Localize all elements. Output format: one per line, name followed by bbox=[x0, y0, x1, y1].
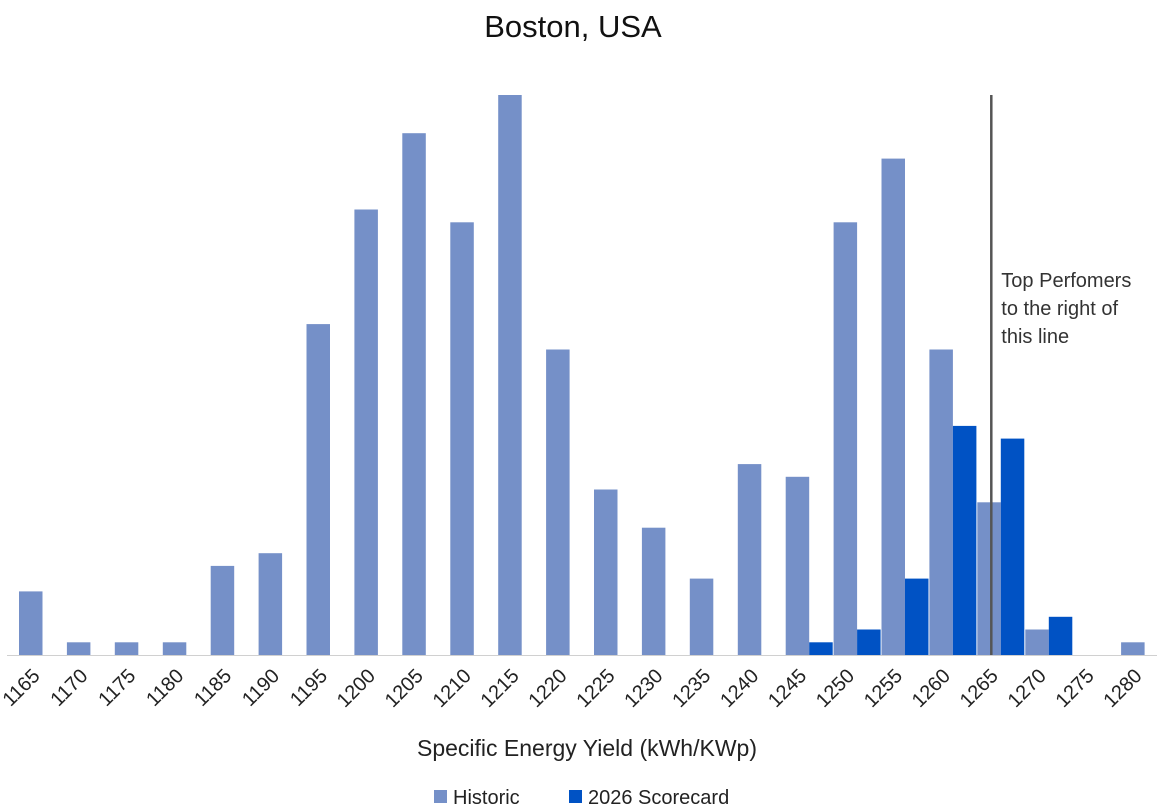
bar-scorecard-1245 bbox=[809, 642, 833, 655]
x-tick-label: 1175 bbox=[94, 665, 140, 711]
annotation-line: Top Perfomers bbox=[1001, 270, 1131, 292]
bar-historic-1225 bbox=[594, 489, 618, 655]
bar-historic-1280 bbox=[1121, 642, 1145, 655]
x-tick-label: 1180 bbox=[142, 665, 188, 711]
x-tick-label: 1220 bbox=[525, 665, 572, 712]
bar-scorecard-1250 bbox=[857, 629, 881, 655]
x-tick-labels: 1165 1170 1175 1180 1185 1190 1195 1200 1205 1210… bbox=[0, 665, 1147, 712]
x-tick-label: 1265 bbox=[956, 665, 1003, 712]
bar-historic-1230 bbox=[641, 527, 666, 655]
legend: Historic 2026 Scorecard bbox=[434, 787, 729, 807]
bar-scorecard-1255 bbox=[905, 578, 929, 655]
bar-historic-1215 bbox=[498, 95, 522, 655]
x-tick-label: 1215 bbox=[477, 665, 524, 712]
bar-historic-1200 bbox=[354, 209, 378, 655]
annotation-line: this line bbox=[1001, 326, 1069, 348]
bar-scorecard-1265 bbox=[1000, 438, 1025, 655]
legend-swatch-historic bbox=[434, 790, 447, 803]
bar-historic-1190 bbox=[258, 553, 283, 655]
top-performers-annotation: Top Perfomers to the right of this line bbox=[1001, 270, 1131, 348]
bar-historic-1165 bbox=[19, 591, 43, 655]
legend-label-historic: Historic bbox=[453, 787, 520, 807]
x-tick-label: 1260 bbox=[908, 665, 955, 712]
bar-historic-1175 bbox=[114, 642, 139, 655]
x-tick-label: 1205 bbox=[381, 665, 428, 712]
bar-historic-1260 bbox=[929, 349, 953, 655]
x-axis-title: Specific Energy Yield (kWh/KWp) bbox=[417, 735, 757, 761]
x-tick-label: 1240 bbox=[716, 665, 763, 712]
bar-historic-1265 bbox=[977, 502, 1001, 655]
bar-historic-1210 bbox=[450, 222, 474, 656]
bar-scorecard-1270 bbox=[1048, 616, 1073, 655]
bar-historic-1270 bbox=[1025, 629, 1049, 655]
x-tick-label: 1185 bbox=[190, 665, 236, 711]
legend-label-scorecard: 2026 Scorecard bbox=[588, 787, 729, 807]
x-tick-label: 1225 bbox=[573, 665, 620, 712]
x-tick-label: 1250 bbox=[812, 665, 859, 712]
x-tick-label: 1195 bbox=[286, 665, 332, 711]
x-tick-label: 1255 bbox=[860, 665, 907, 712]
chart-title: Boston, USA bbox=[484, 9, 662, 44]
bar-historic-1185 bbox=[210, 565, 235, 655]
bar-historic-1240 bbox=[737, 464, 762, 655]
bar-historic-1250 bbox=[833, 222, 858, 656]
bar-historic-1170 bbox=[66, 642, 91, 655]
bar-historic-1220 bbox=[546, 349, 570, 655]
bar-historic-1255 bbox=[881, 158, 905, 655]
bar-historic-1205 bbox=[402, 133, 426, 655]
x-tick-label: 1245 bbox=[764, 665, 811, 712]
x-tick-label: 1275 bbox=[1052, 665, 1099, 712]
annotation-line: to the right of bbox=[1001, 298, 1118, 320]
x-tick-label: 1235 bbox=[668, 665, 715, 712]
bars-group bbox=[19, 95, 1145, 656]
bar-historic-1235 bbox=[689, 578, 714, 655]
x-tick-label: 1210 bbox=[429, 665, 476, 712]
legend-swatch-scorecard bbox=[569, 790, 582, 803]
x-tick-label: 1165 bbox=[0, 665, 45, 711]
x-tick-label: 1170 bbox=[46, 665, 92, 711]
bar-historic-1245 bbox=[785, 476, 810, 655]
bar-historic-1195 bbox=[306, 324, 330, 655]
x-tick-label: 1190 bbox=[238, 665, 284, 711]
bar-historic-1180 bbox=[162, 642, 187, 655]
x-tick-label: 1280 bbox=[1100, 665, 1147, 712]
x-tick-label: 1200 bbox=[333, 665, 380, 712]
x-tick-label: 1270 bbox=[1004, 665, 1051, 712]
bar-scorecard-1260 bbox=[952, 425, 977, 655]
x-tick-label: 1230 bbox=[620, 665, 667, 712]
